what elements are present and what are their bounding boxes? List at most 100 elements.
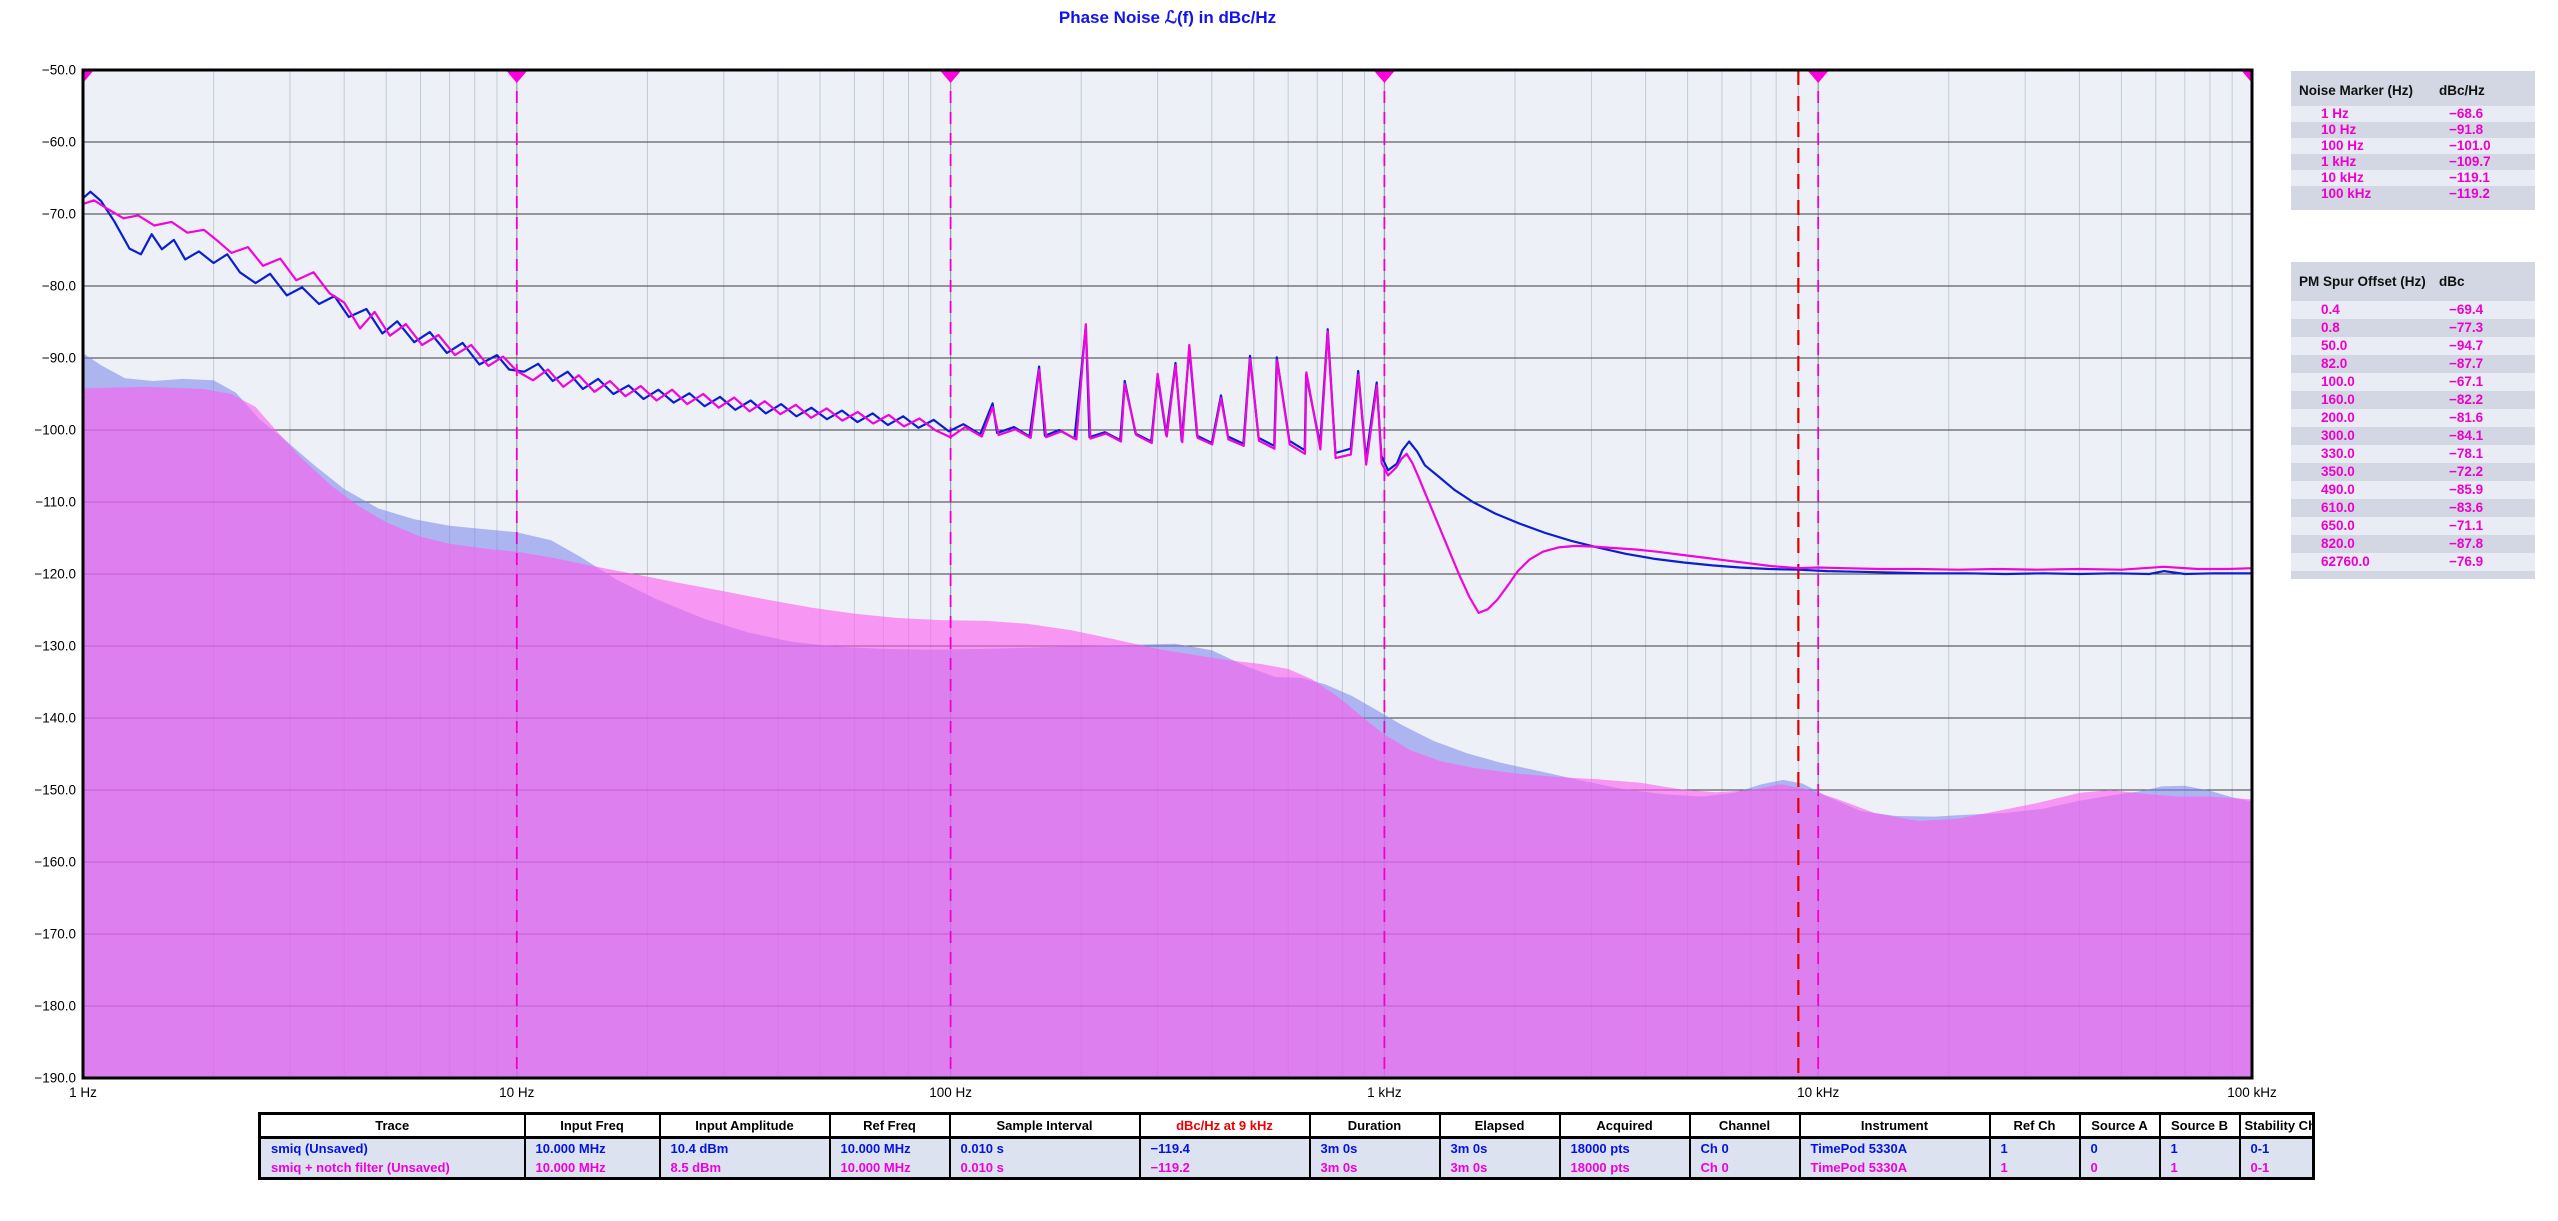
marker-triangle[interactable] [505, 70, 528, 83]
pm-spur-row: 300.0 −84.1 [2291, 427, 2535, 445]
svg-text:−50.0: −50.0 [42, 63, 76, 78]
noise-marker-row-value: −91.8 [2449, 122, 2484, 137]
noise-marker-row-value: −68.6 [2449, 106, 2484, 121]
pm-spur-col1-header: PM Spur Offset (Hz) [2299, 274, 2426, 289]
svg-text:100 Hz: 100 Hz [929, 1085, 972, 1100]
trace-table-cell: 0-1 [2238, 1158, 2314, 1179]
trace-table-header-source-a: Source A [2078, 1113, 2160, 1139]
pm-spur-row-value: −71.1 [2449, 518, 2484, 533]
svg-text:−70.0: −70.0 [42, 207, 76, 222]
trace-table-row-smiq[interactable]: smiq (Unsaved) 10.000 MHz 10.4 dBm 10.000 M… [260, 1137, 2314, 1158]
trace-table-cell: 10.4 dBm [658, 1137, 830, 1158]
pm-spur-row-freq: 610.0 [2321, 500, 2355, 515]
noise-floor-fill-magenta [83, 386, 2252, 1078]
trace-table-header-trace: Trace [259, 1113, 525, 1139]
pm-spur-col2-header: dBc [2439, 274, 2465, 289]
svg-text:−100.0: −100.0 [34, 423, 76, 438]
chart-title: Phase Noise ℒ(f) in dBc/Hz [1058, 8, 1277, 27]
marker-triangle[interactable] [939, 70, 962, 83]
pm-spur-row-freq: 100.0 [2321, 374, 2355, 389]
trace-table-cell: 0 [2078, 1158, 2160, 1179]
pm-spur-row-freq: 160.0 [2321, 392, 2355, 407]
trace-table-cell: 8.5 dBm [658, 1158, 830, 1179]
trace-table-cell: 0.010 s [948, 1158, 1140, 1179]
pm-spur-row: 50.0 −94.7 [2291, 337, 2535, 355]
trace-table-header-duration: Duration [1308, 1113, 1440, 1139]
pm-spur-row: 160.0 −82.2 [2291, 391, 2535, 409]
trace-table-cell: Ch 0 [1688, 1137, 1800, 1158]
noise-marker-row-freq: 100 kHz [2321, 186, 2372, 201]
pm-spur-row-value: −83.6 [2449, 500, 2484, 515]
svg-text:−120.0: −120.0 [34, 567, 76, 582]
noise-marker-row: 10 kHz −119.1 [2291, 170, 2535, 186]
pm-spur-row-freq: 820.0 [2321, 536, 2355, 551]
noise-marker-row-freq: 100 Hz [2321, 138, 2364, 153]
pm-spur-row-value: −94.7 [2449, 338, 2484, 353]
pm-spur-row-freq: 350.0 [2321, 464, 2355, 479]
trace-table-cell: 3m 0s [1308, 1137, 1440, 1158]
noise-marker-row-value: −119.1 [2449, 170, 2490, 185]
pm-spur-row: 650.0 −71.1 [2291, 517, 2535, 535]
trace-table-cell: 1 [2158, 1158, 2240, 1179]
pm-spur-row: 0.8 −77.3 [2291, 319, 2535, 337]
svg-text:−130.0: −130.0 [34, 639, 76, 654]
pm-spur-row: 610.0 −83.6 [2291, 499, 2535, 517]
noise-marker-col2-header: dBc/Hz [2439, 83, 2485, 98]
svg-text:−160.0: −160.0 [34, 855, 76, 870]
trace-table-header-elapsed: Elapsed [1438, 1113, 1560, 1139]
noise-marker-col1-header: Noise Marker (Hz) [2299, 83, 2414, 98]
svg-text:−80.0: −80.0 [42, 279, 76, 294]
pm-spur-row-freq: 200.0 [2321, 410, 2355, 425]
trace-table-header-input-freq: Input Freq [523, 1113, 660, 1139]
svg-text:−60.0: −60.0 [42, 135, 76, 150]
svg-text:−90.0: −90.0 [42, 351, 76, 366]
trace-table-cell: −119.2 [1138, 1158, 1310, 1179]
pm-spur-row-freq: 490.0 [2321, 482, 2355, 497]
noise-marker-row-value: −119.2 [2449, 186, 2490, 201]
pm-spur-row-freq: 300.0 [2321, 428, 2355, 443]
noise-marker-row-freq: 1 Hz [2321, 106, 2349, 121]
pm-spur-row-freq: 0.8 [2321, 320, 2340, 335]
marker-triangles [72, 70, 2263, 83]
trace-table-cell: 0 [2078, 1137, 2160, 1158]
pm-spur-row-value: −87.8 [2449, 536, 2484, 551]
trace-table-cell: 18000 pts [1558, 1137, 1690, 1158]
svg-text:100 kHz: 100 kHz [2227, 1085, 2277, 1100]
trace-table-cell: Ch 0 [1688, 1158, 1800, 1179]
marker-cursors [83, 70, 2252, 1078]
pm-spur-row-value: −78.1 [2449, 446, 2484, 461]
trace-table-cell: −119.4 [1138, 1137, 1310, 1158]
marker-triangle[interactable] [72, 70, 94, 83]
x-axis-labels: 1 Hz 10 Hz 100 Hz 1 kHz 10 kHz 100 kHz [69, 1085, 2277, 1100]
trace-table-row-smiq-notch[interactable]: smiq + notch filter (Unsaved) 10.000 MHz 8… [260, 1158, 2314, 1179]
pm-spur-row: 0.4 −69.4 [2291, 301, 2535, 319]
trace-table-header-ref-freq: Ref Freq [828, 1113, 950, 1139]
marker-triangle[interactable] [1807, 70, 1830, 83]
pm-spur-row-value: −77.3 [2449, 320, 2484, 335]
trace-smiq-notch[interactable] [83, 199, 2252, 615]
marker-triangle[interactable] [1373, 70, 1396, 83]
trace-table-cell: 1 [1988, 1137, 2080, 1158]
svg-text:1 Hz: 1 Hz [69, 1085, 97, 1100]
trace-table-cell: 10.000 MHz [828, 1158, 950, 1179]
noise-marker-row-freq: 1 kHz [2321, 154, 2357, 169]
trace-table-header-source-b: Source B [2158, 1113, 2240, 1139]
trace-table-cell: 10.000 MHz [523, 1137, 660, 1158]
noise-marker-row-freq: 10 kHz [2321, 170, 2364, 185]
pm-spur-row-value: −85.9 [2449, 482, 2484, 497]
trace-table-header-input-amplitude: Input Amplitude [658, 1113, 830, 1139]
noise-marker-row: 100 kHz −119.2 [2291, 186, 2535, 202]
pm-spur-row: 200.0 −81.6 [2291, 409, 2535, 427]
pm-spur-row: 350.0 −72.2 [2291, 463, 2535, 481]
pm-spur-row-freq: 0.4 [2321, 302, 2340, 317]
pm-spur-row-value: −69.4 [2449, 302, 2484, 317]
noise-marker-row-freq: 10 Hz [2321, 122, 2357, 137]
plot-frame [81, 68, 2254, 1080]
trace-smiq[interactable] [83, 190, 2252, 576]
noise-marker-row: 1 kHz −109.7 [2291, 154, 2535, 170]
marker-triangle[interactable] [2241, 70, 2263, 83]
pm-spur-row-value: −67.1 [2449, 374, 2484, 389]
pm-spur-row-value: −76.9 [2449, 554, 2484, 569]
noise-marker-row: 100 Hz −101.0 [2291, 138, 2535, 154]
